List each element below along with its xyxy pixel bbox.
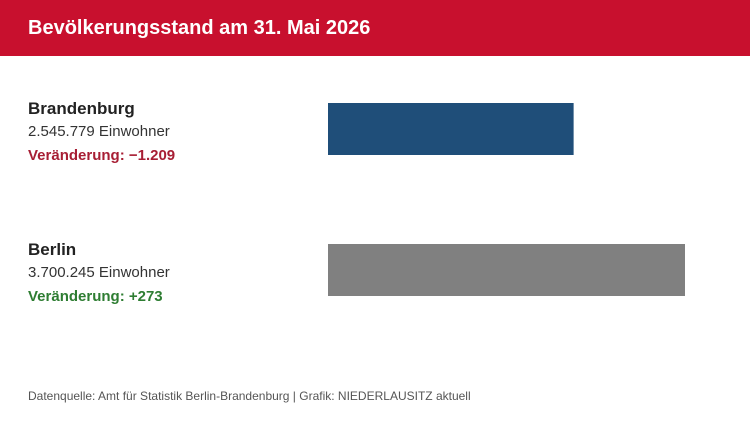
bar-brandenburg [328, 103, 574, 155]
row-berlin: Berlin 3.700.245 Einwohner Veränderung: … [28, 239, 308, 307]
row-name: Berlin [28, 240, 77, 259]
row-population: 3.700.245 Einwohner [28, 264, 170, 281]
bar-berlin [328, 244, 685, 296]
row-name: Brandenburg [28, 99, 135, 118]
footer-source: Datenquelle: Amt für Statistik Berlin-Br… [28, 389, 471, 403]
row-brandenburg: Brandenburg 2.545.779 Einwohner Veränder… [28, 98, 308, 166]
row-population: 2.545.779 Einwohner [28, 123, 170, 140]
header-banner: Bevölkerungsstand am 31. Mai 2026 [0, 0, 750, 56]
row-change: Veränderung: −1.209 [28, 147, 176, 164]
chart-title: Bevölkerungsstand am 31. Mai 2026 [28, 17, 371, 39]
row-change: Veränderung: +273 [28, 288, 163, 305]
